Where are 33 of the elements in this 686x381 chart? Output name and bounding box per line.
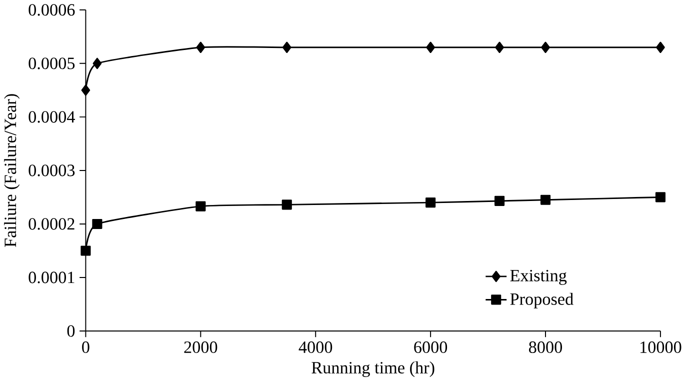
point [495,42,504,53]
point [92,58,102,69]
y-tick-label: 0.0001 [28,272,74,284]
y-tick-label: 0.0004 [28,111,75,123]
x-tick-label: 10000 [640,341,682,353]
point [426,197,436,208]
x-axis-title: Running time (hr) [312,361,434,377]
point [656,42,665,53]
point [540,194,551,205]
point [655,192,666,202]
y-tick-label: 0.0003 [28,164,75,176]
x-tick-label: 2000 [184,341,218,353]
point [80,246,91,256]
x-tick-label: 8000 [529,341,562,353]
x-tick-label: 6000 [414,341,448,353]
y-tick-label: 0 [67,325,75,337]
y-tick-label: 0.0005 [28,58,75,70]
point [282,42,292,53]
y-tick-label: 0.0002 [28,218,74,230]
point [196,42,206,53]
point [196,201,206,212]
y-axis-title: Failiure (Failure/Year) [4,94,20,247]
point [81,84,90,96]
x-tick-label: 0 [82,341,90,353]
x-tick-label: 4000 [298,341,332,353]
point [541,42,550,53]
legend-label: Proposed [510,292,574,308]
point [426,42,435,53]
point [282,200,292,210]
y-tick-label: 0.0006 [28,4,75,16]
point [494,196,505,206]
legend-label: Existing [510,270,567,285]
point [92,218,102,229]
